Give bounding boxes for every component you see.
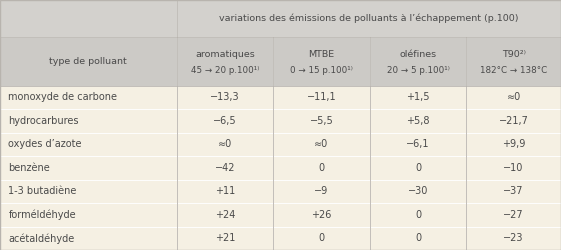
Text: −30: −30 — [408, 186, 428, 196]
Bar — [177, 226, 273, 250]
Bar — [466, 37, 561, 86]
Text: 20 → 5 p.100¹⁾: 20 → 5 p.100¹⁾ — [387, 66, 449, 75]
Bar — [370, 226, 466, 250]
Text: hydrocarbures: hydrocarbures — [8, 116, 79, 126]
Bar — [177, 203, 273, 226]
Text: −23: −23 — [503, 233, 524, 243]
Text: +5,8: +5,8 — [406, 116, 430, 126]
Bar — [466, 86, 561, 109]
Bar — [0, 203, 177, 226]
Bar — [466, 133, 561, 156]
Bar — [177, 0, 561, 37]
Text: benzène: benzène — [8, 163, 50, 173]
Text: −6,1: −6,1 — [406, 140, 430, 149]
Bar — [466, 180, 561, 203]
Bar — [273, 180, 370, 203]
Bar — [273, 86, 370, 109]
Text: −13,3: −13,3 — [210, 92, 240, 102]
Text: 1-3 butadiène: 1-3 butadiène — [8, 186, 77, 196]
Text: aromatiques: aromatiques — [195, 50, 255, 59]
Bar — [177, 180, 273, 203]
Text: forméldéhyde: forméldéhyde — [8, 210, 76, 220]
Text: 182°C → 138°C: 182°C → 138°C — [480, 66, 547, 75]
Text: +21: +21 — [215, 233, 235, 243]
Bar — [0, 0, 177, 37]
Text: MTBE: MTBE — [309, 50, 334, 59]
Bar — [370, 203, 466, 226]
Text: −27: −27 — [503, 210, 524, 220]
Bar — [273, 156, 370, 180]
Text: 0 → 15 p.100¹⁾: 0 → 15 p.100¹⁾ — [290, 66, 353, 75]
Bar — [273, 37, 370, 86]
Bar — [177, 37, 273, 86]
Text: −11,1: −11,1 — [307, 92, 336, 102]
Text: −6,5: −6,5 — [213, 116, 237, 126]
Text: −9: −9 — [314, 186, 329, 196]
Bar — [0, 86, 177, 109]
Text: monoxyde de carbone: monoxyde de carbone — [8, 92, 117, 102]
Text: ≈0: ≈0 — [218, 140, 232, 149]
Bar — [466, 109, 561, 133]
Bar — [0, 37, 177, 86]
Bar — [370, 37, 466, 86]
Bar — [370, 156, 466, 180]
Text: 0: 0 — [415, 163, 421, 173]
Bar — [177, 133, 273, 156]
Text: −5,5: −5,5 — [310, 116, 333, 126]
Text: +9,9: +9,9 — [502, 140, 525, 149]
Bar — [273, 109, 370, 133]
Text: +26: +26 — [311, 210, 332, 220]
Bar — [0, 180, 177, 203]
Text: −37: −37 — [503, 186, 524, 196]
Bar — [273, 226, 370, 250]
Bar — [370, 86, 466, 109]
Text: 0: 0 — [319, 163, 324, 173]
Text: −10: −10 — [503, 163, 524, 173]
Bar — [0, 226, 177, 250]
Text: 0: 0 — [415, 233, 421, 243]
Text: −21,7: −21,7 — [499, 116, 528, 126]
Bar — [273, 133, 370, 156]
Text: type de polluant: type de polluant — [49, 57, 127, 66]
Bar — [466, 226, 561, 250]
Text: −42: −42 — [215, 163, 235, 173]
Text: variations des émissions de polluants à l’échappement (p.100): variations des émissions de polluants à … — [219, 14, 518, 23]
Text: ≈0: ≈0 — [314, 140, 329, 149]
Bar — [0, 156, 177, 180]
Text: +24: +24 — [215, 210, 235, 220]
Text: oxydes d’azote: oxydes d’azote — [8, 140, 82, 149]
Text: 0: 0 — [319, 233, 324, 243]
Text: 45 → 20 p.100¹⁾: 45 → 20 p.100¹⁾ — [191, 66, 259, 75]
Bar — [177, 156, 273, 180]
Bar — [0, 133, 177, 156]
Text: +1,5: +1,5 — [406, 92, 430, 102]
Text: ≈0: ≈0 — [507, 92, 521, 102]
Bar — [466, 203, 561, 226]
Bar — [177, 109, 273, 133]
Bar — [466, 156, 561, 180]
Bar — [273, 203, 370, 226]
Bar — [0, 109, 177, 133]
Bar — [177, 86, 273, 109]
Bar — [370, 133, 466, 156]
Text: 0: 0 — [415, 210, 421, 220]
Text: acétaldéhyde: acétaldéhyde — [8, 233, 75, 243]
Text: T90²⁾: T90²⁾ — [502, 50, 526, 59]
Text: +11: +11 — [215, 186, 235, 196]
Bar — [370, 180, 466, 203]
Text: oléfines: oléfines — [399, 50, 436, 59]
Bar — [370, 109, 466, 133]
